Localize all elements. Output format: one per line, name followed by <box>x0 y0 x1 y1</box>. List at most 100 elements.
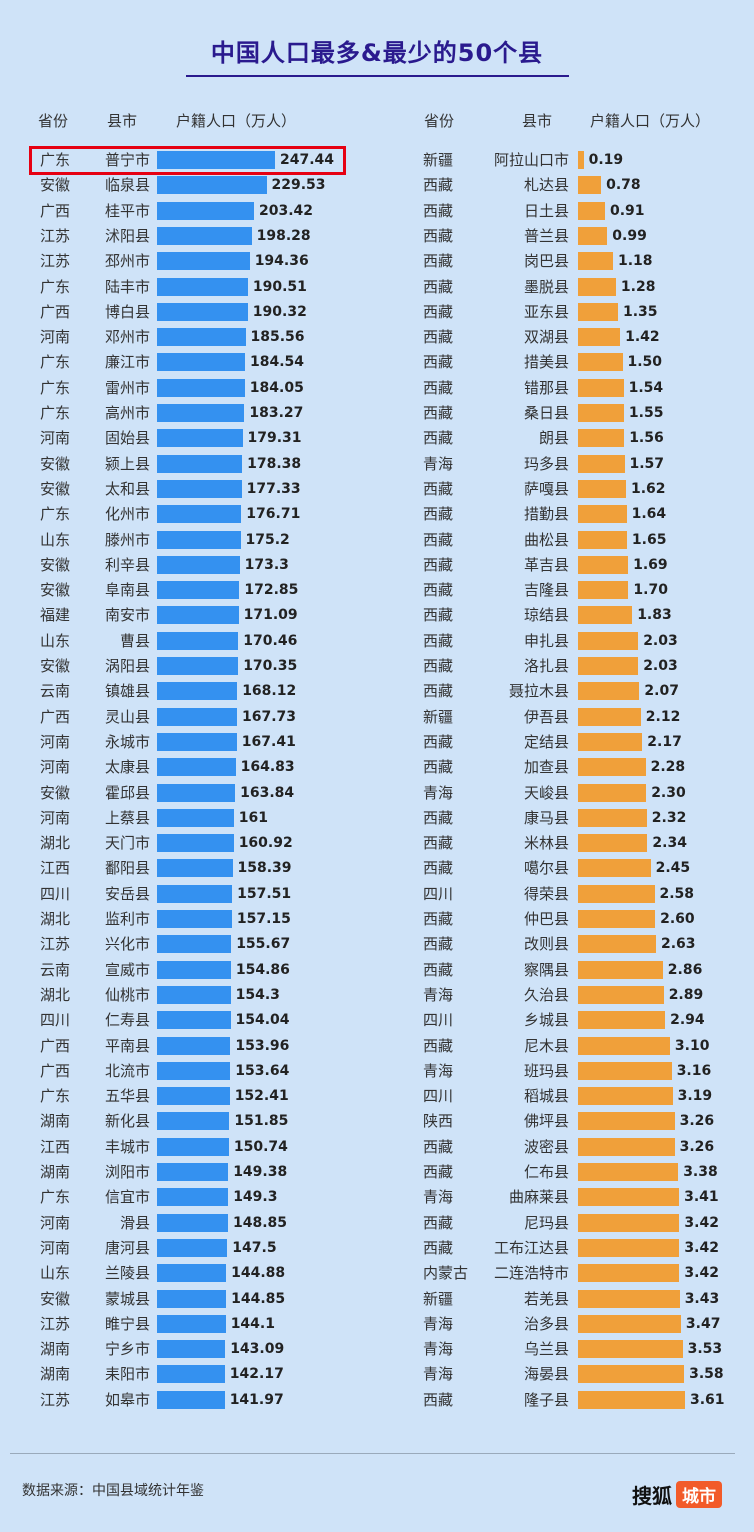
least-bar <box>578 1289 680 1308</box>
least-bar <box>578 808 647 827</box>
top-county-highlight-box <box>29 146 346 175</box>
least-bar <box>578 277 616 296</box>
title-underline <box>186 75 569 77</box>
least-value-label: 3.47 <box>685 1315 721 1332</box>
least-value-label: 3.42 <box>684 1265 719 1282</box>
most-county: 丰城市 <box>104 1137 150 1156</box>
most-bar <box>157 960 231 979</box>
data-source: 数据来源：中国县域统计年鉴 <box>22 1483 204 1499</box>
least-value-label: 3.41 <box>684 1189 719 1206</box>
most-table-row: 四川 仁寿县 154.04 <box>0 1008 377 1033</box>
most-county: 唐河县 <box>104 1238 150 1257</box>
most-table-row: 河南 邓州市 185.56 <box>0 325 377 350</box>
least-county: 曲松县 <box>523 530 569 549</box>
least-value-label: 2.12 <box>645 708 681 725</box>
most-county: 沭阳县 <box>104 226 150 245</box>
most-table-row: 湖南 浏阳市 149.38 <box>0 1160 377 1185</box>
most-table-row: 江苏 兴化市 155.67 <box>0 932 377 957</box>
most-value-label: 152.41 <box>234 1088 289 1105</box>
most-county: 霍邱县 <box>104 783 150 802</box>
most-bar <box>157 1390 225 1409</box>
least-province: 西藏 <box>423 555 454 574</box>
most-bar <box>157 302 248 321</box>
most-county: 邳州市 <box>104 252 150 271</box>
least-value-label: 3.43 <box>684 1290 720 1307</box>
most-county: 灵山县 <box>104 707 150 726</box>
least-bar <box>578 404 624 422</box>
least-table-row: 西藏 措勤县 1.64 <box>377 502 754 527</box>
least-table-row: 西藏 仁布县 3.38 <box>377 1160 754 1185</box>
footer-divider <box>10 1453 735 1454</box>
most-province: 湖南 <box>40 1112 71 1131</box>
most-province: 广东 <box>40 505 71 524</box>
least-table-row: 西藏 札达县 0.78 <box>377 173 754 198</box>
least-table-row: 西藏 萨嘎县 1.62 <box>377 477 754 502</box>
most-value-label: 151.85 <box>234 1113 289 1130</box>
least-bar <box>578 201 605 220</box>
most-table-row: 江苏 沭阳县 198.28 <box>0 224 377 249</box>
least-table-row: 西藏 普兰县 0.99 <box>377 224 754 249</box>
least-value-label: 1.56 <box>629 430 664 447</box>
least-bar <box>578 581 629 600</box>
most-value-label: 190.51 <box>252 278 307 295</box>
least-province: 新疆 <box>423 707 454 726</box>
most-county: 曹县 <box>119 631 150 650</box>
least-bar <box>578 732 643 751</box>
least-value-label: 2.86 <box>667 961 703 978</box>
most-bar <box>157 1264 227 1283</box>
least-province: 西藏 <box>423 682 454 701</box>
least-province: 西藏 <box>423 302 454 321</box>
most-table-row: 湖北 仙桃市 154.3 <box>0 983 377 1008</box>
most-bar <box>157 581 240 600</box>
least-county: 曲麻莱县 <box>508 1188 569 1207</box>
least-county: 岗巴县 <box>523 252 569 271</box>
least-county: 桑日县 <box>523 404 569 422</box>
least-province: 西藏 <box>423 176 454 195</box>
least-table-row: 西藏 琼结县 1.83 <box>377 603 754 628</box>
left-header-province: 省份 <box>38 112 69 130</box>
most-value-label: 157.51 <box>237 885 292 902</box>
least-table-row: 青海 班玛县 3.16 <box>377 1059 754 1084</box>
least-table-row: 新疆 伊吾县 2.12 <box>377 705 754 730</box>
most-value-label: 148.85 <box>233 1214 288 1231</box>
least-province: 西藏 <box>423 252 454 271</box>
most-county: 镇雄县 <box>104 682 150 701</box>
most-bar <box>157 884 233 903</box>
least-province: 西藏 <box>423 1390 454 1409</box>
most-bar <box>157 682 238 701</box>
most-table-row: 广东 高州市 183.27 <box>0 401 377 426</box>
least-province: 西藏 <box>423 1213 454 1232</box>
most-bar <box>157 252 250 271</box>
least-province: 陕西 <box>423 1112 454 1131</box>
most-value-label: 157.15 <box>236 911 291 927</box>
most-bar <box>157 555 240 574</box>
least-county: 工布江达县 <box>493 1238 569 1257</box>
least-value-label: 1.28 <box>620 278 656 295</box>
least-table-row: 西藏 聂拉木县 2.07 <box>377 679 754 704</box>
most-value-label: 154.86 <box>235 961 290 978</box>
least-province: 西藏 <box>423 808 454 827</box>
most-value-label: 160.92 <box>238 835 293 852</box>
most-value-label: 149.38 <box>233 1164 288 1180</box>
most-table-row: 广东 五华县 152.41 <box>0 1084 377 1109</box>
least-county: 吉隆县 <box>523 581 569 600</box>
most-table-row: 安徽 霍邱县 163.84 <box>0 781 377 806</box>
most-value-label: 154.04 <box>235 1012 290 1029</box>
least-county: 措勤县 <box>523 505 569 524</box>
least-table-row: 陕西 佛坪县 3.26 <box>377 1109 754 1134</box>
least-value-label: 1.50 <box>627 354 663 371</box>
most-table-row: 山东 曹县 170.46 <box>0 629 377 654</box>
most-county: 如皋市 <box>104 1390 150 1409</box>
least-table-row: 西藏 日土县 0.91 <box>377 199 754 224</box>
least-table-row: 西藏 尼玛县 3.42 <box>377 1211 754 1236</box>
most-county: 滕州市 <box>104 530 150 549</box>
most-province: 云南 <box>40 682 71 701</box>
least-bar <box>578 606 633 625</box>
least-bar <box>578 151 584 169</box>
most-value-label: 190.32 <box>252 303 307 320</box>
least-value-label: 3.42 <box>684 1239 719 1256</box>
most-value-label: 142.17 <box>229 1366 284 1383</box>
least-value-label: 2.45 <box>655 860 691 877</box>
most-province: 河南 <box>40 732 71 751</box>
least-table-row: 西藏 措美县 1.50 <box>377 350 754 375</box>
